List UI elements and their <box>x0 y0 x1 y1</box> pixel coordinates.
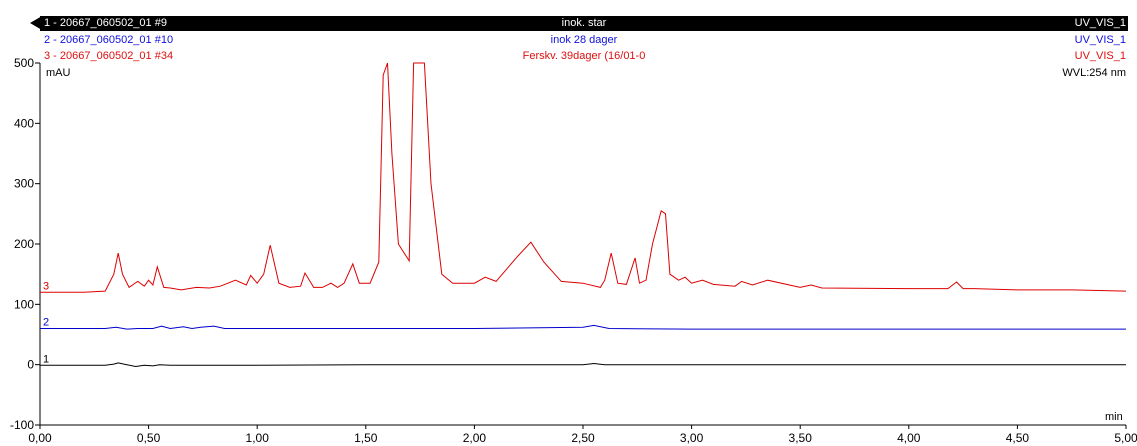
series-channel: UV_VIS_1 <box>1075 49 1126 64</box>
x-tick-label: 1,00 <box>246 431 270 445</box>
y-axis-label: mAU <box>46 67 71 79</box>
series-header-2[interactable]: 2 - 20667_060502_01 #10 inok 28 dager UV… <box>40 33 1128 48</box>
y-tick-label: 100 <box>14 297 34 311</box>
x-tick-label: 5,00 <box>1114 431 1137 445</box>
x-tick-label: 4,50 <box>1006 431 1030 445</box>
series-trace-label: 3 <box>43 280 49 292</box>
y-tick-label: 300 <box>14 177 34 191</box>
y-tick-label: -100 <box>10 418 34 432</box>
series-sample: Ferskv. 39dager (16/01-0 <box>40 49 1128 64</box>
x-axis-label: min <box>1105 411 1123 423</box>
tick-layer: 0,00 0,50 1,00 1,50 2,00 2,50 3,00 3,50 4,00 4,50… <box>10 56 1137 445</box>
series-header-1[interactable]: 1 - 20667_060502_01 #9 inok. star UV_VIS… <box>40 16 1128 31</box>
series-header-3[interactable]: 3 - 20667_060502_01 #34 Ferskv. 39dager … <box>40 49 1128 64</box>
x-tick-label: 4,00 <box>897 431 921 445</box>
x-tick-label: 3,00 <box>680 431 704 445</box>
wavelength-annotation: WVL:254 nm <box>1062 67 1126 79</box>
series-trace-label: 2 <box>43 316 49 328</box>
y-tick-label: 500 <box>14 56 34 70</box>
x-tick-label: 2,00 <box>463 431 487 445</box>
series-channel: UV_VIS_1 <box>1075 33 1126 48</box>
plot-frame <box>40 63 1126 425</box>
x-tick-label: 3,50 <box>789 431 813 445</box>
y-tick-label: 200 <box>14 237 34 251</box>
series-line-2 <box>40 325 1126 329</box>
x-tick-label: 1,50 <box>354 431 378 445</box>
x-tick-label: 2,50 <box>571 431 595 445</box>
series-sample: inok 28 dager <box>40 33 1128 48</box>
series-line-1 <box>40 363 1126 367</box>
series-line-3 <box>40 63 1126 292</box>
series-channel: UV_VIS_1 <box>1075 16 1126 31</box>
series-trace-label: 1 <box>43 353 49 365</box>
y-tick-label: 0 <box>27 358 34 372</box>
series-sample: inok. star <box>40 16 1128 31</box>
x-tick-label: 0,00 <box>28 431 52 445</box>
x-tick-label: 0,50 <box>137 431 161 445</box>
series-layer: 1 2 3 <box>40 63 1126 367</box>
y-tick-label: 400 <box>14 116 34 130</box>
